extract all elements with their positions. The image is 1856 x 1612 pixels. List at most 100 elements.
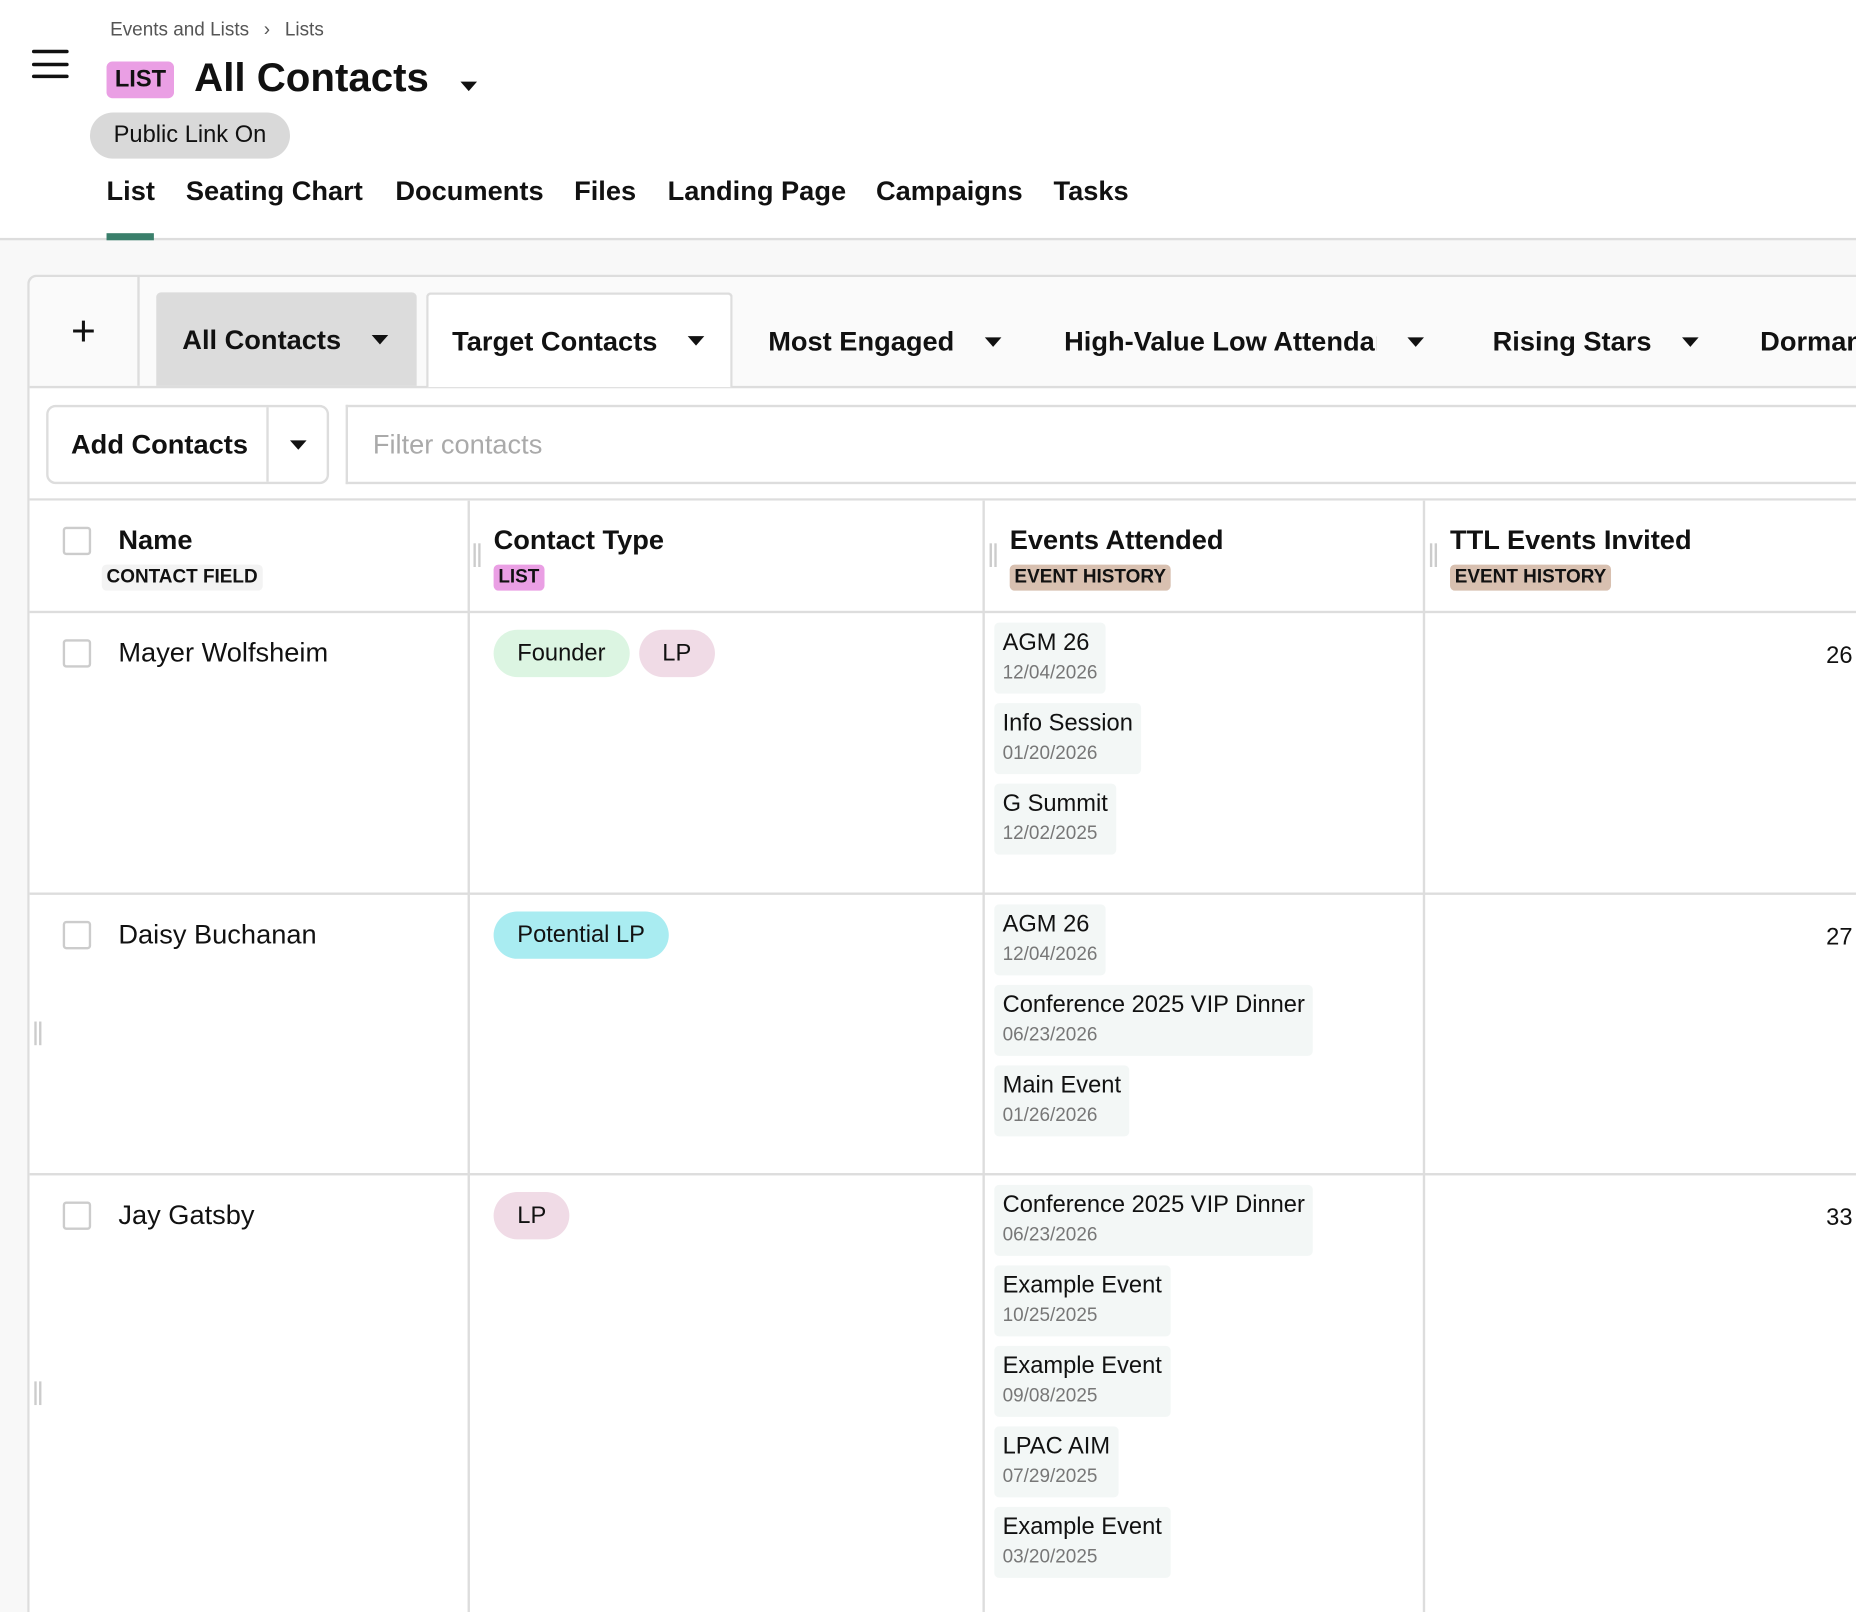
title-dropdown-caret-icon[interactable] <box>460 76 478 97</box>
column-divider <box>467 500 470 1612</box>
chevron-down-icon[interactable] <box>1407 336 1424 347</box>
event-chip[interactable]: AGM 26 12/04/2026 <box>994 622 1106 694</box>
row-resize-handle[interactable] <box>34 1021 42 1046</box>
active-tab-indicator <box>106 233 154 241</box>
event-date: 12/04/2026 <box>1002 662 1098 683</box>
event-date: 06/23/2026 <box>1002 1025 1098 1046</box>
event-date: 01/26/2026 <box>1002 1105 1098 1126</box>
chevron-down-icon[interactable] <box>985 336 1002 347</box>
row-checkbox[interactable] <box>62 920 92 950</box>
column-divider <box>982 500 985 1612</box>
column-tag: EVENT HISTORY <box>1009 564 1171 591</box>
view-tab-label: Most Engaged <box>768 325 955 357</box>
event-title: AGM 26 <box>1002 911 1090 938</box>
nav-tab-files[interactable]: Files <box>574 175 637 206</box>
contact-type-chip[interactable]: Potential LP <box>493 911 669 959</box>
event-date: 12/04/2026 <box>1002 944 1098 965</box>
toolbar: Add Contacts <box>29 385 1856 501</box>
event-chip[interactable]: AGM 26 12/04/2026 <box>994 904 1106 976</box>
column-header-ttl-events-invited[interactable]: TTL Events Invited <box>1450 524 1692 556</box>
contact-type-chips: Potential LP <box>493 911 669 959</box>
event-title: AGM 26 <box>1002 629 1090 656</box>
add-contacts-split-button: Add Contacts <box>46 404 330 485</box>
list-panel: + All Contacts Target Contacts Most Enga… <box>27 274 1856 1612</box>
events-attended-list: AGM 26 12/04/2026 Info Session 01/20/2026 G … <box>994 622 1142 864</box>
breadcrumb: Events and Lists › Lists <box>110 20 333 41</box>
chevron-down-icon[interactable] <box>371 334 389 345</box>
nav-tab-campaigns[interactable]: Campaigns <box>875 175 1023 206</box>
chevron-down-icon[interactable] <box>1682 336 1699 347</box>
column-resize-handle[interactable] <box>1429 543 1438 567</box>
table-row[interactable]: Jay Gatsby LP Conference 2025 VIP Dinner 06… <box>30 1175 1856 1612</box>
view-tab-high-value-low-attendance[interactable]: High-Value Low Attendar <box>1064 286 1424 396</box>
view-tab-target-contacts[interactable]: Target Contacts <box>426 292 733 388</box>
ttl-events-invited-value: 27 <box>1826 924 1853 951</box>
contact-name[interactable]: Mayer Wolfsheim <box>118 636 329 668</box>
view-tab-rising-stars[interactable]: Rising Stars <box>1493 286 1699 396</box>
contact-type-chip[interactable]: LP <box>638 629 715 678</box>
add-contacts-button[interactable]: Add Contacts <box>49 407 269 482</box>
event-chip[interactable]: LPAC AIM 07/29/2025 <box>994 1426 1119 1498</box>
table-row[interactable]: Mayer Wolfsheim Founder LP AGM 26 12/04/2026… <box>29 613 1856 895</box>
event-title: LPAC AIM <box>1002 1433 1111 1460</box>
event-title: Example Event <box>1002 1272 1162 1299</box>
view-tab-label: Dorman <box>1760 325 1856 357</box>
event-date: 03/20/2025 <box>1002 1547 1098 1568</box>
chevron-down-icon[interactable] <box>688 336 705 346</box>
event-date: 12/02/2025 <box>1002 823 1098 844</box>
row-checkbox[interactable] <box>62 639 92 668</box>
contact-type-chip[interactable]: LP <box>493 1191 570 1240</box>
contact-name[interactable]: Daisy Buchanan <box>118 918 317 950</box>
select-all-checkbox[interactable] <box>62 526 92 556</box>
nav-tab-list[interactable]: List <box>106 175 155 206</box>
event-title: Conference 2025 VIP Dinner <box>1002 991 1305 1018</box>
contacts-table: Name CONTACT FIELD Contact Type LIST Eve… <box>29 500 1856 1612</box>
table-header: Name CONTACT FIELD Contact Type LIST Eve… <box>29 500 1856 614</box>
nav-tab-tasks[interactable]: Tasks <box>1053 175 1129 206</box>
contact-type-chip[interactable]: Founder <box>493 629 630 678</box>
breadcrumb-events-and-lists[interactable]: Events and Lists <box>110 20 250 41</box>
event-title: Example Event <box>1002 1513 1162 1540</box>
table-row[interactable]: Daisy Buchanan Potential LP AGM 26 12/04/20… <box>29 895 1856 1176</box>
event-chip[interactable]: G Summit 12/02/2025 <box>994 783 1117 855</box>
event-chip[interactable]: Main Event 01/26/2026 <box>994 1065 1130 1137</box>
nav-tab-seating-chart[interactable]: Seating Chart <box>185 175 363 206</box>
add-contacts-dropdown[interactable] <box>269 407 327 482</box>
breadcrumb-separator: › <box>263 20 271 41</box>
event-chip[interactable]: Conference 2025 VIP Dinner 06/23/2026 <box>994 1184 1314 1256</box>
list-badge: LIST <box>106 61 175 99</box>
event-chip[interactable]: Example Event 10/25/2025 <box>994 1265 1171 1337</box>
event-chip[interactable]: Conference 2025 VIP Dinner 06/23/2026 <box>994 984 1314 1056</box>
view-tab-most-engaged[interactable]: Most Engaged <box>768 286 1002 396</box>
row-checkbox[interactable] <box>62 1201 92 1230</box>
column-resize-handle[interactable] <box>989 543 997 567</box>
nav-tab-landing-page[interactable]: Landing Page <box>667 175 847 206</box>
column-header-name[interactable]: Name <box>118 524 193 556</box>
contact-name[interactable]: Jay Gatsby <box>118 1199 255 1230</box>
public-link-pill[interactable]: Public Link On <box>89 112 290 159</box>
event-date: 10/25/2025 <box>1002 1305 1098 1326</box>
breadcrumb-lists[interactable]: Lists <box>284 20 324 41</box>
hamburger-menu-icon[interactable] <box>31 49 69 79</box>
chevron-down-icon <box>289 439 306 450</box>
view-tab-label: Target Contacts <box>452 324 658 356</box>
column-tag: EVENT HISTORY <box>1450 564 1612 591</box>
filter-contacts-input[interactable] <box>345 404 1856 485</box>
view-tab-dormant[interactable]: Dorman <box>1760 286 1856 396</box>
nav-tab-documents[interactable]: Documents <box>395 175 544 206</box>
row-resize-handle[interactable] <box>34 1381 42 1406</box>
event-date: 01/20/2026 <box>1002 743 1098 764</box>
add-view-button[interactable]: + <box>30 276 140 386</box>
column-header-contact-type[interactable]: Contact Type <box>493 524 665 556</box>
event-date: 07/29/2025 <box>1002 1466 1098 1487</box>
column-resize-handle[interactable] <box>473 543 481 567</box>
column-header-events-attended[interactable]: Events Attended <box>1009 524 1224 556</box>
view-tab-all-contacts[interactable]: All Contacts <box>156 292 417 388</box>
ttl-events-invited-value: 26 <box>1826 642 1853 669</box>
event-chip[interactable]: Info Session 01/20/2026 <box>994 703 1142 775</box>
event-title: Conference 2025 VIP Dinner <box>1002 1191 1305 1219</box>
view-tab-label: Rising Stars <box>1492 325 1652 357</box>
event-title: Main Event <box>1002 1072 1122 1099</box>
event-chip[interactable]: Example Event 03/20/2025 <box>994 1506 1171 1578</box>
event-chip[interactable]: Example Event 09/08/2025 <box>994 1345 1171 1417</box>
